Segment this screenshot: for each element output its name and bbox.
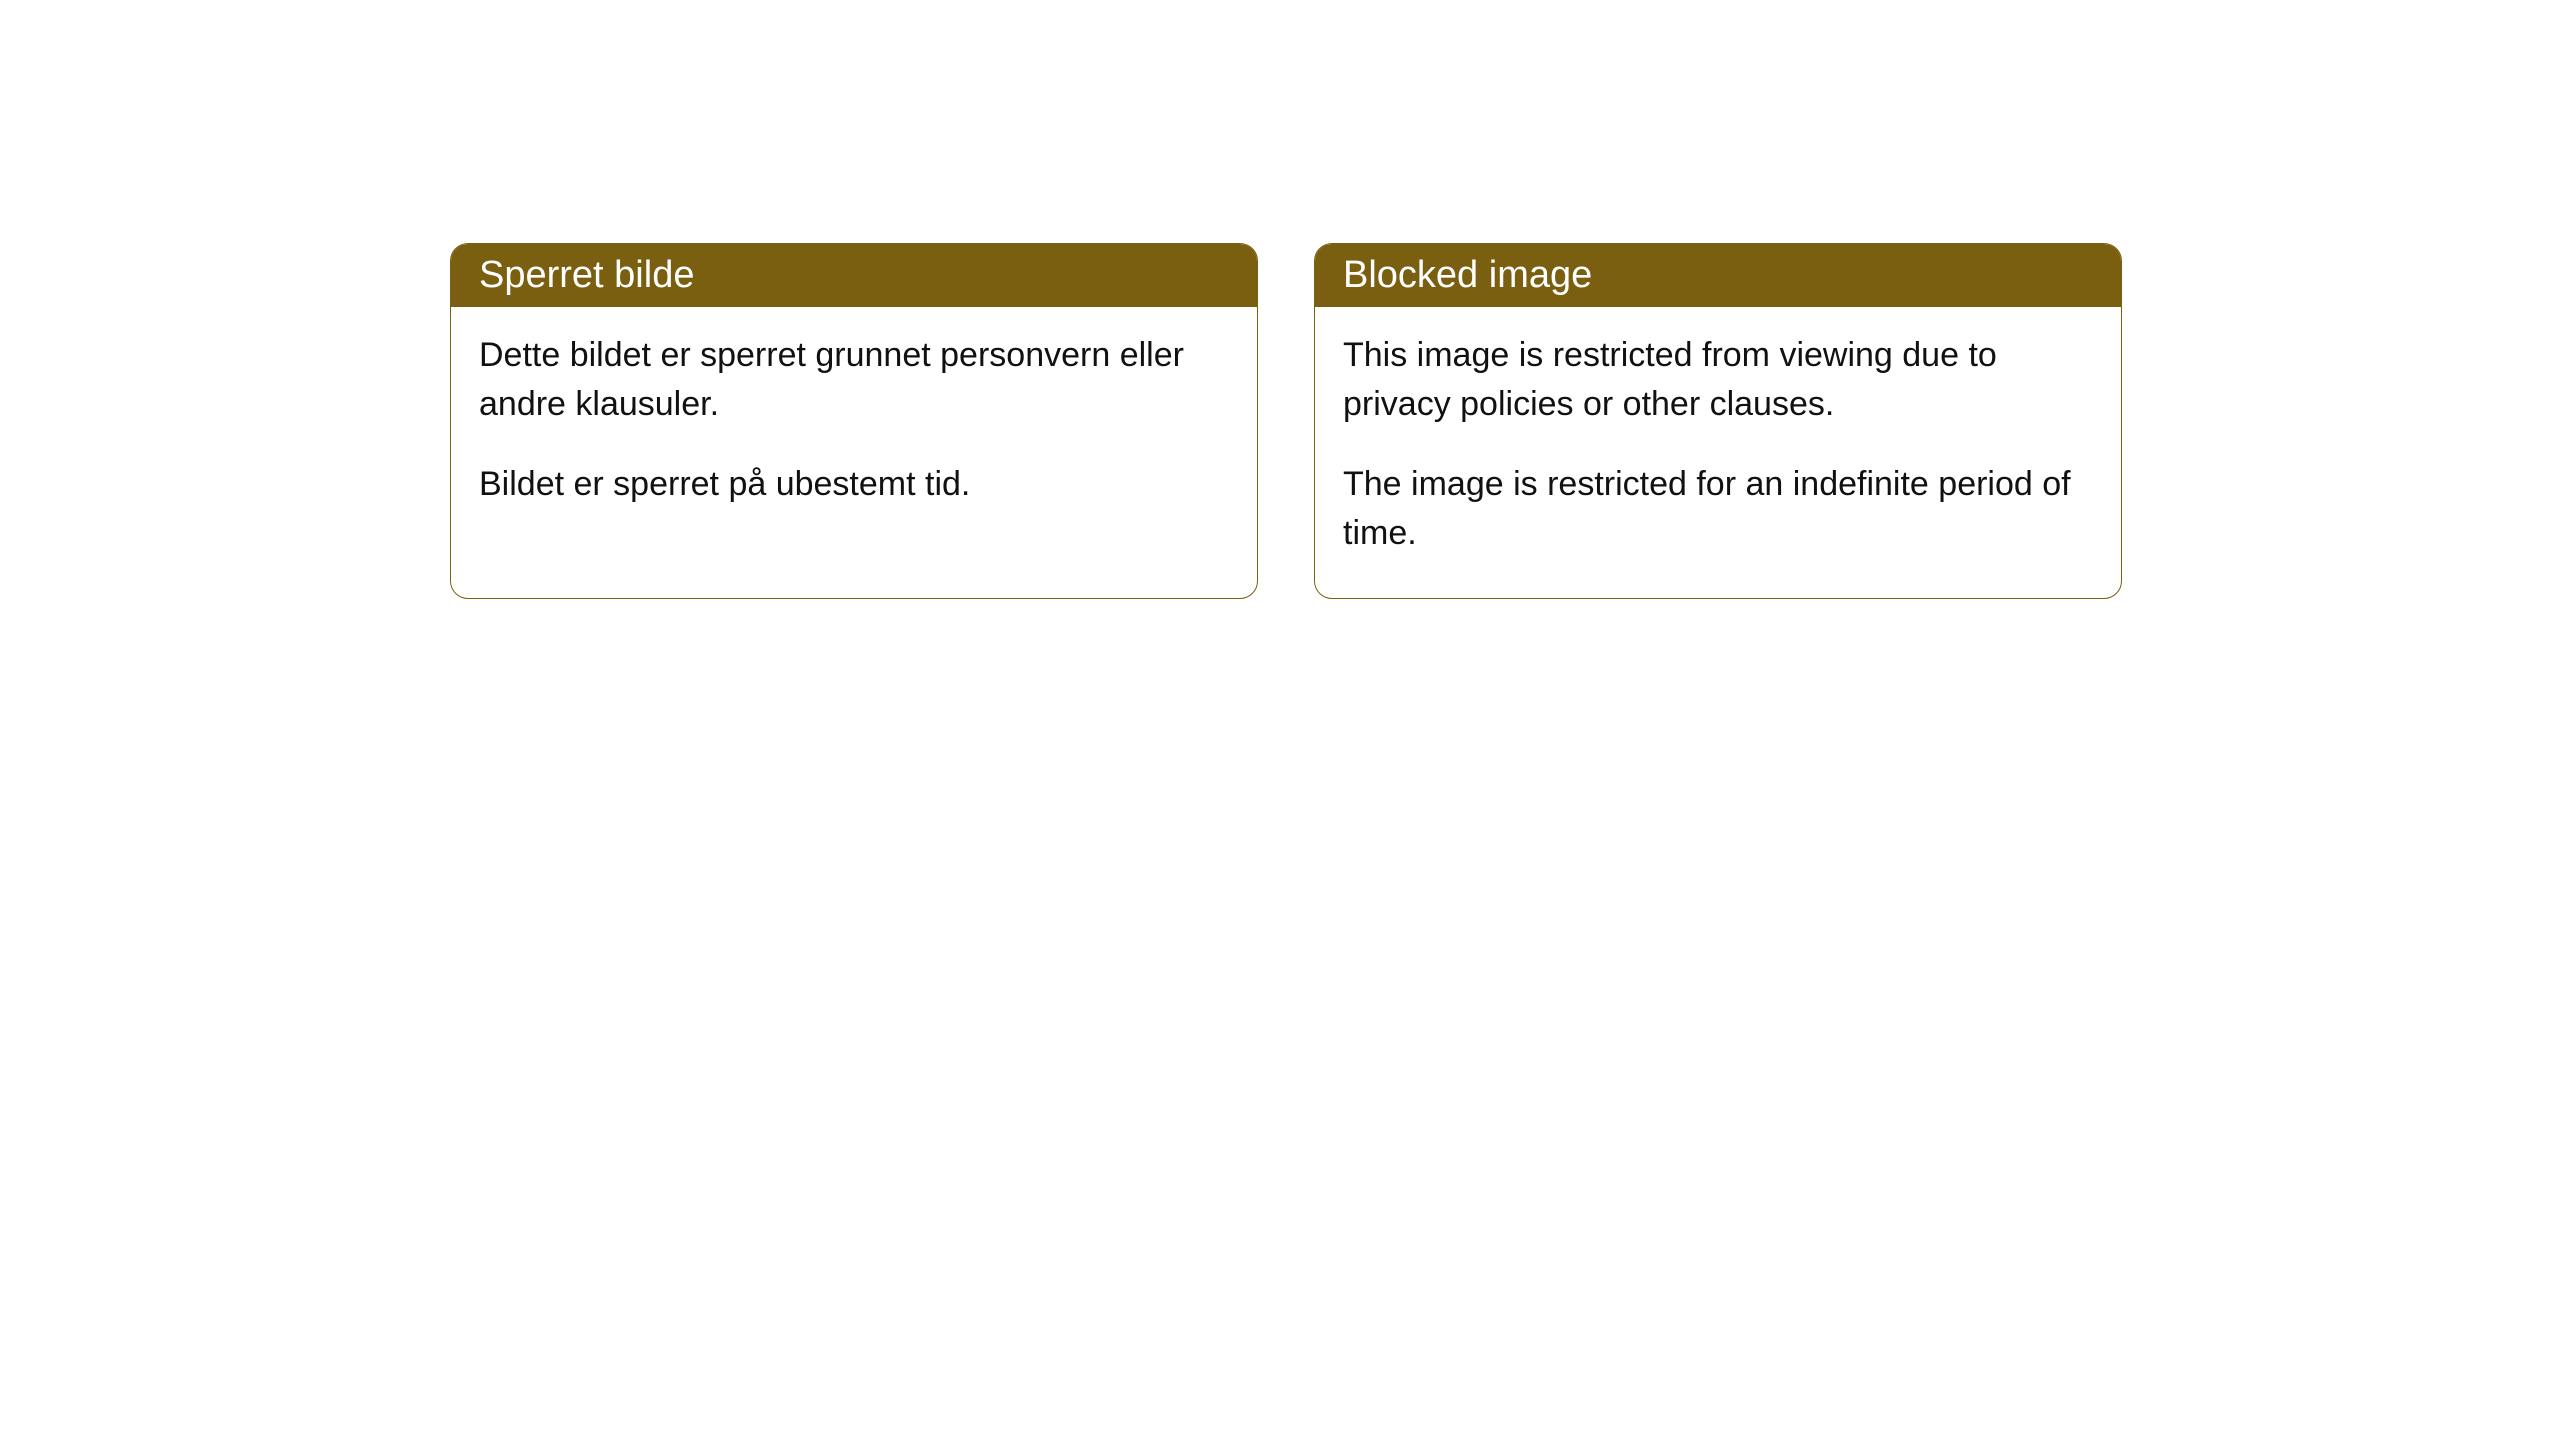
card-body-english: This image is restricted from viewing du… (1315, 307, 2121, 598)
card-title: Blocked image (1343, 254, 1592, 296)
notice-cards-container: Sperret bilde Dette bildet er sperret gr… (450, 243, 2122, 599)
notice-card-norwegian: Sperret bilde Dette bildet er sperret gr… (450, 243, 1258, 599)
card-paragraph: The image is restricted for an indefinit… (1343, 460, 2093, 559)
card-body-norwegian: Dette bildet er sperret grunnet personve… (451, 307, 1257, 549)
notice-card-english: Blocked image This image is restricted f… (1314, 243, 2122, 599)
card-paragraph: Dette bildet er sperret grunnet personve… (479, 331, 1229, 430)
card-header-english: Blocked image (1315, 244, 2121, 307)
card-paragraph: Bildet er sperret på ubestemt tid. (479, 460, 1229, 509)
card-title: Sperret bilde (479, 254, 694, 296)
card-paragraph: This image is restricted from viewing du… (1343, 331, 2093, 430)
card-header-norwegian: Sperret bilde (451, 244, 1257, 307)
